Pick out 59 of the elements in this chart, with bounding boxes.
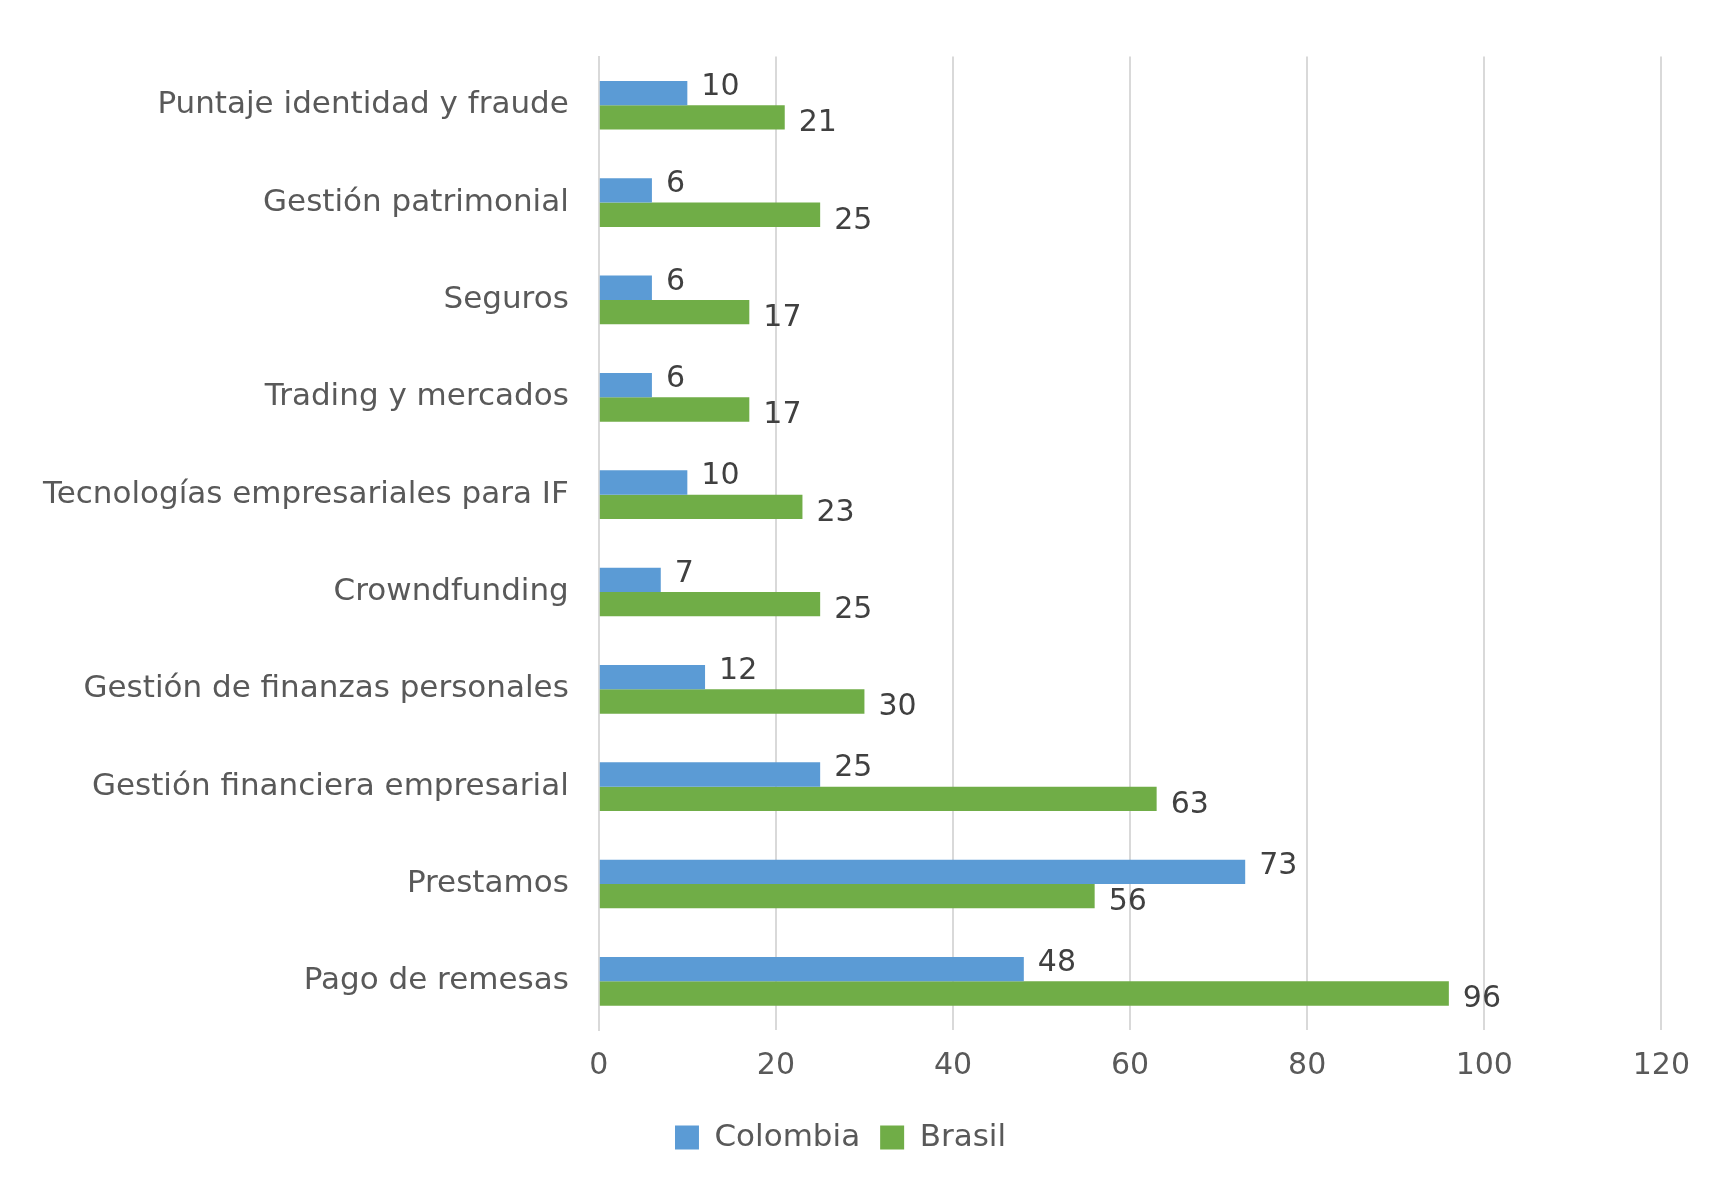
y-tick-label: Prestamos <box>406 863 569 900</box>
data-label: 63 <box>1170 784 1209 820</box>
y-tick-label: Pago de remesas <box>303 960 569 997</box>
y-tick-label: Crowndfunding <box>333 571 569 608</box>
data-label: 56 <box>1108 881 1147 917</box>
bar <box>599 762 821 787</box>
data-label: 10 <box>701 456 740 492</box>
y-tick-label: Puntaje identidad y fraude <box>157 84 569 121</box>
data-label: 21 <box>798 103 837 139</box>
data-label: 6 <box>665 261 686 297</box>
data-label: 6 <box>665 358 686 394</box>
bar <box>599 591 821 617</box>
bar <box>599 567 661 592</box>
data-label: 17 <box>763 297 802 333</box>
data-label: 10 <box>701 66 740 102</box>
data-label: 12 <box>719 650 758 686</box>
bar <box>599 80 688 106</box>
data-label: 6 <box>665 164 686 200</box>
data-label: 7 <box>674 553 694 589</box>
bar <box>599 397 750 422</box>
x-tick-label: 40 <box>933 1045 973 1081</box>
x-tick-label: 80 <box>1288 1045 1327 1081</box>
x-tick-label: 20 <box>756 1045 795 1081</box>
bar <box>599 786 1157 811</box>
bar <box>599 883 1095 909</box>
x-tick-label: 100 <box>1455 1045 1513 1081</box>
y-tick-label: Seguros <box>443 279 569 315</box>
x-tick-label: 0 <box>589 1045 609 1081</box>
y-tick-label: Gestión financiera empresarial <box>91 765 569 802</box>
bar <box>599 372 652 398</box>
bar <box>599 202 821 227</box>
bar <box>599 689 865 714</box>
bar <box>599 664 706 690</box>
bar <box>599 494 803 519</box>
data-label: 96 <box>1462 979 1502 1015</box>
bar <box>599 957 1024 982</box>
data-label: 25 <box>834 748 873 784</box>
legend-label: Colombia <box>714 1116 861 1153</box>
bar <box>599 981 1449 1006</box>
data-label: 73 <box>1259 845 1298 881</box>
bar <box>599 299 750 325</box>
data-label: 17 <box>763 395 802 431</box>
bar <box>599 178 652 203</box>
y-tick-label: Tecnologías empresariales para IF <box>41 473 569 510</box>
bar <box>599 275 652 300</box>
y-tick-label: Gestión patrimonial <box>263 181 569 218</box>
x-tick-label: 120 <box>1632 1045 1690 1081</box>
bar <box>599 859 1246 884</box>
data-label: 30 <box>878 687 917 723</box>
x-tick-label: 60 <box>1110 1045 1150 1081</box>
data-label: 23 <box>816 492 855 528</box>
bar <box>599 105 785 130</box>
data-label: 25 <box>834 589 873 625</box>
y-tick-label: Trading y mercados <box>263 376 569 413</box>
bar <box>599 470 688 495</box>
legend-label: Brasil <box>919 1116 1007 1153</box>
data-label: 25 <box>834 200 873 236</box>
data-label: 48 <box>1037 942 1077 978</box>
y-tick-label: Gestión de finanzas personales <box>83 668 569 705</box>
